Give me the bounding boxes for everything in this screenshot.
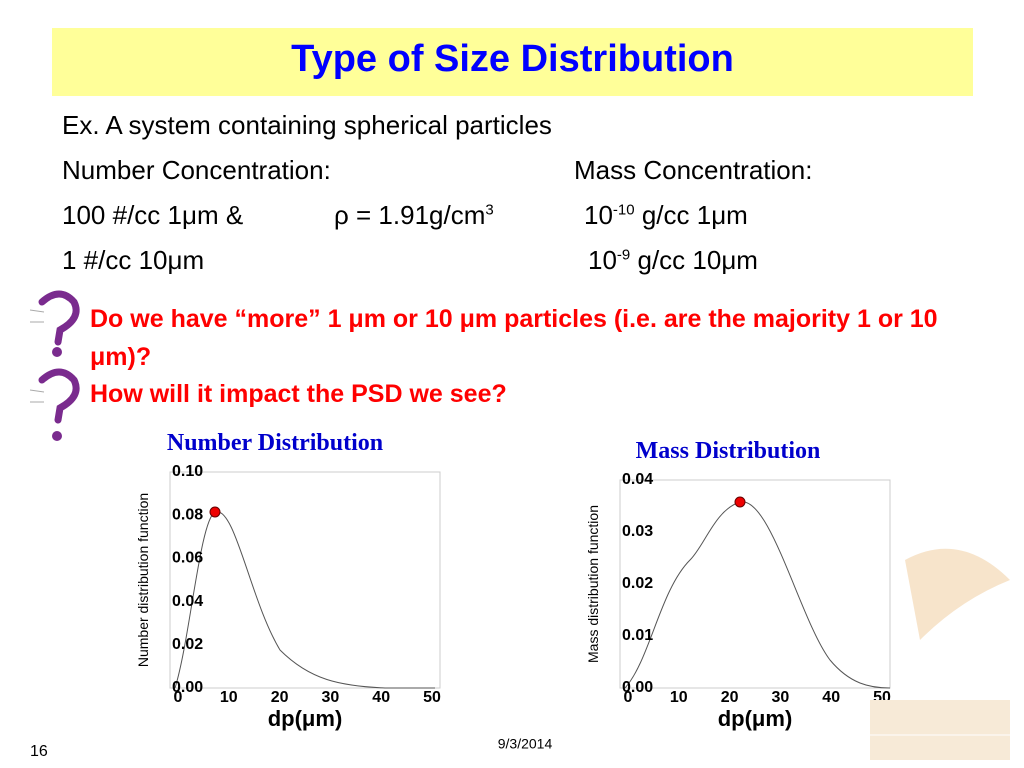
logo-decoration — [905, 548, 1010, 640]
logo — [870, 700, 1010, 760]
highlight-point — [209, 506, 221, 518]
curve — [624, 501, 891, 689]
number-line: 100 #/cc 1μm & — [62, 200, 244, 230]
x-tick-label: 20 — [721, 689, 739, 706]
page-number: 16 — [30, 743, 48, 760]
density-sup: 3 — [485, 201, 494, 219]
mass-line: 10-10 g/cc 1μm — [584, 200, 748, 231]
mass-rest: g/cc 1μm — [634, 200, 748, 230]
y-tick-label: 0.06 — [172, 550, 203, 567]
x-axis-label: dp(μm) — [718, 706, 793, 731]
mass-rest: g/cc 10μm — [630, 245, 758, 275]
plot-frame — [619, 479, 891, 689]
x-tick-label: 10 — [670, 689, 688, 706]
mass-base: 10 — [588, 245, 617, 275]
x-tick-label: 0 — [624, 689, 633, 706]
y-tick-label: 0.10 — [172, 463, 203, 480]
y-tick-label: 0.03 — [622, 523, 653, 540]
x-tick-label: 0 — [174, 689, 183, 706]
question-icon — [38, 290, 80, 346]
y-tick-label: 0.04 — [622, 471, 653, 488]
question: How will it impact the PSD we see? — [90, 380, 507, 408]
density: ρ = 1.91g/cm3 — [334, 200, 494, 231]
date: 9/3/2014 — [498, 736, 553, 752]
curve — [174, 511, 435, 689]
x-tick-label: 40 — [822, 689, 840, 706]
mass-sup: -10 — [612, 201, 635, 219]
icon-lines — [29, 309, 45, 403]
question-icon-dot — [52, 347, 62, 357]
x-tick-label: 10 — [220, 689, 238, 706]
y-tick-label: 0.02 — [172, 636, 203, 653]
plot-frame — [169, 471, 441, 689]
y-axis-label: Number distribution function — [135, 493, 151, 667]
question-icon-dot — [52, 431, 62, 441]
y-tick-label: 0.00 — [622, 679, 653, 696]
x-tick-label: 30 — [772, 689, 790, 706]
title-banner — [52, 28, 973, 96]
number-line: 1 #/cc 10μm — [62, 245, 205, 275]
x-tick-label: 20 — [271, 689, 289, 706]
density-text: ρ = 1.91g/cm — [334, 200, 486, 230]
plot-text: Number Distribution Number distribution f… — [135, 430, 891, 731]
mass-base: 10 — [584, 200, 613, 230]
y-tick-label: 0.00 — [172, 679, 203, 696]
highlight-point — [734, 496, 746, 508]
y-tick-label: 0.04 — [172, 593, 203, 610]
question: Do we have “more” 1 μm or 10 μm particle… — [90, 305, 938, 371]
plot-title: Mass Distribution — [636, 438, 821, 464]
x-tick-label: 50 — [423, 689, 441, 706]
mass-sup: -9 — [616, 246, 631, 264]
intro: Ex. A system containing spherical partic… — [62, 110, 552, 140]
plot-title: Number Distribution — [167, 430, 383, 456]
y-tick-label: 0.01 — [622, 627, 653, 644]
x-tick-label: 30 — [322, 689, 340, 706]
x-axis-label: dp(μm) — [268, 706, 343, 731]
y-tick-label: 0.02 — [622, 575, 653, 592]
question-icons — [38, 290, 80, 424]
y-tick-label: 0.08 — [172, 506, 203, 523]
x-tick-label: 40 — [372, 689, 390, 706]
y-axis-label: Mass distribution function — [585, 505, 601, 663]
mass-heading: Mass Concentration: — [574, 155, 813, 185]
mass-line: 10-9 g/cc 10μm — [588, 245, 758, 276]
question-icon — [38, 368, 80, 424]
number-heading: Number Concentration: — [62, 155, 331, 185]
slide-title: Type of Size Distribution — [291, 38, 734, 80]
